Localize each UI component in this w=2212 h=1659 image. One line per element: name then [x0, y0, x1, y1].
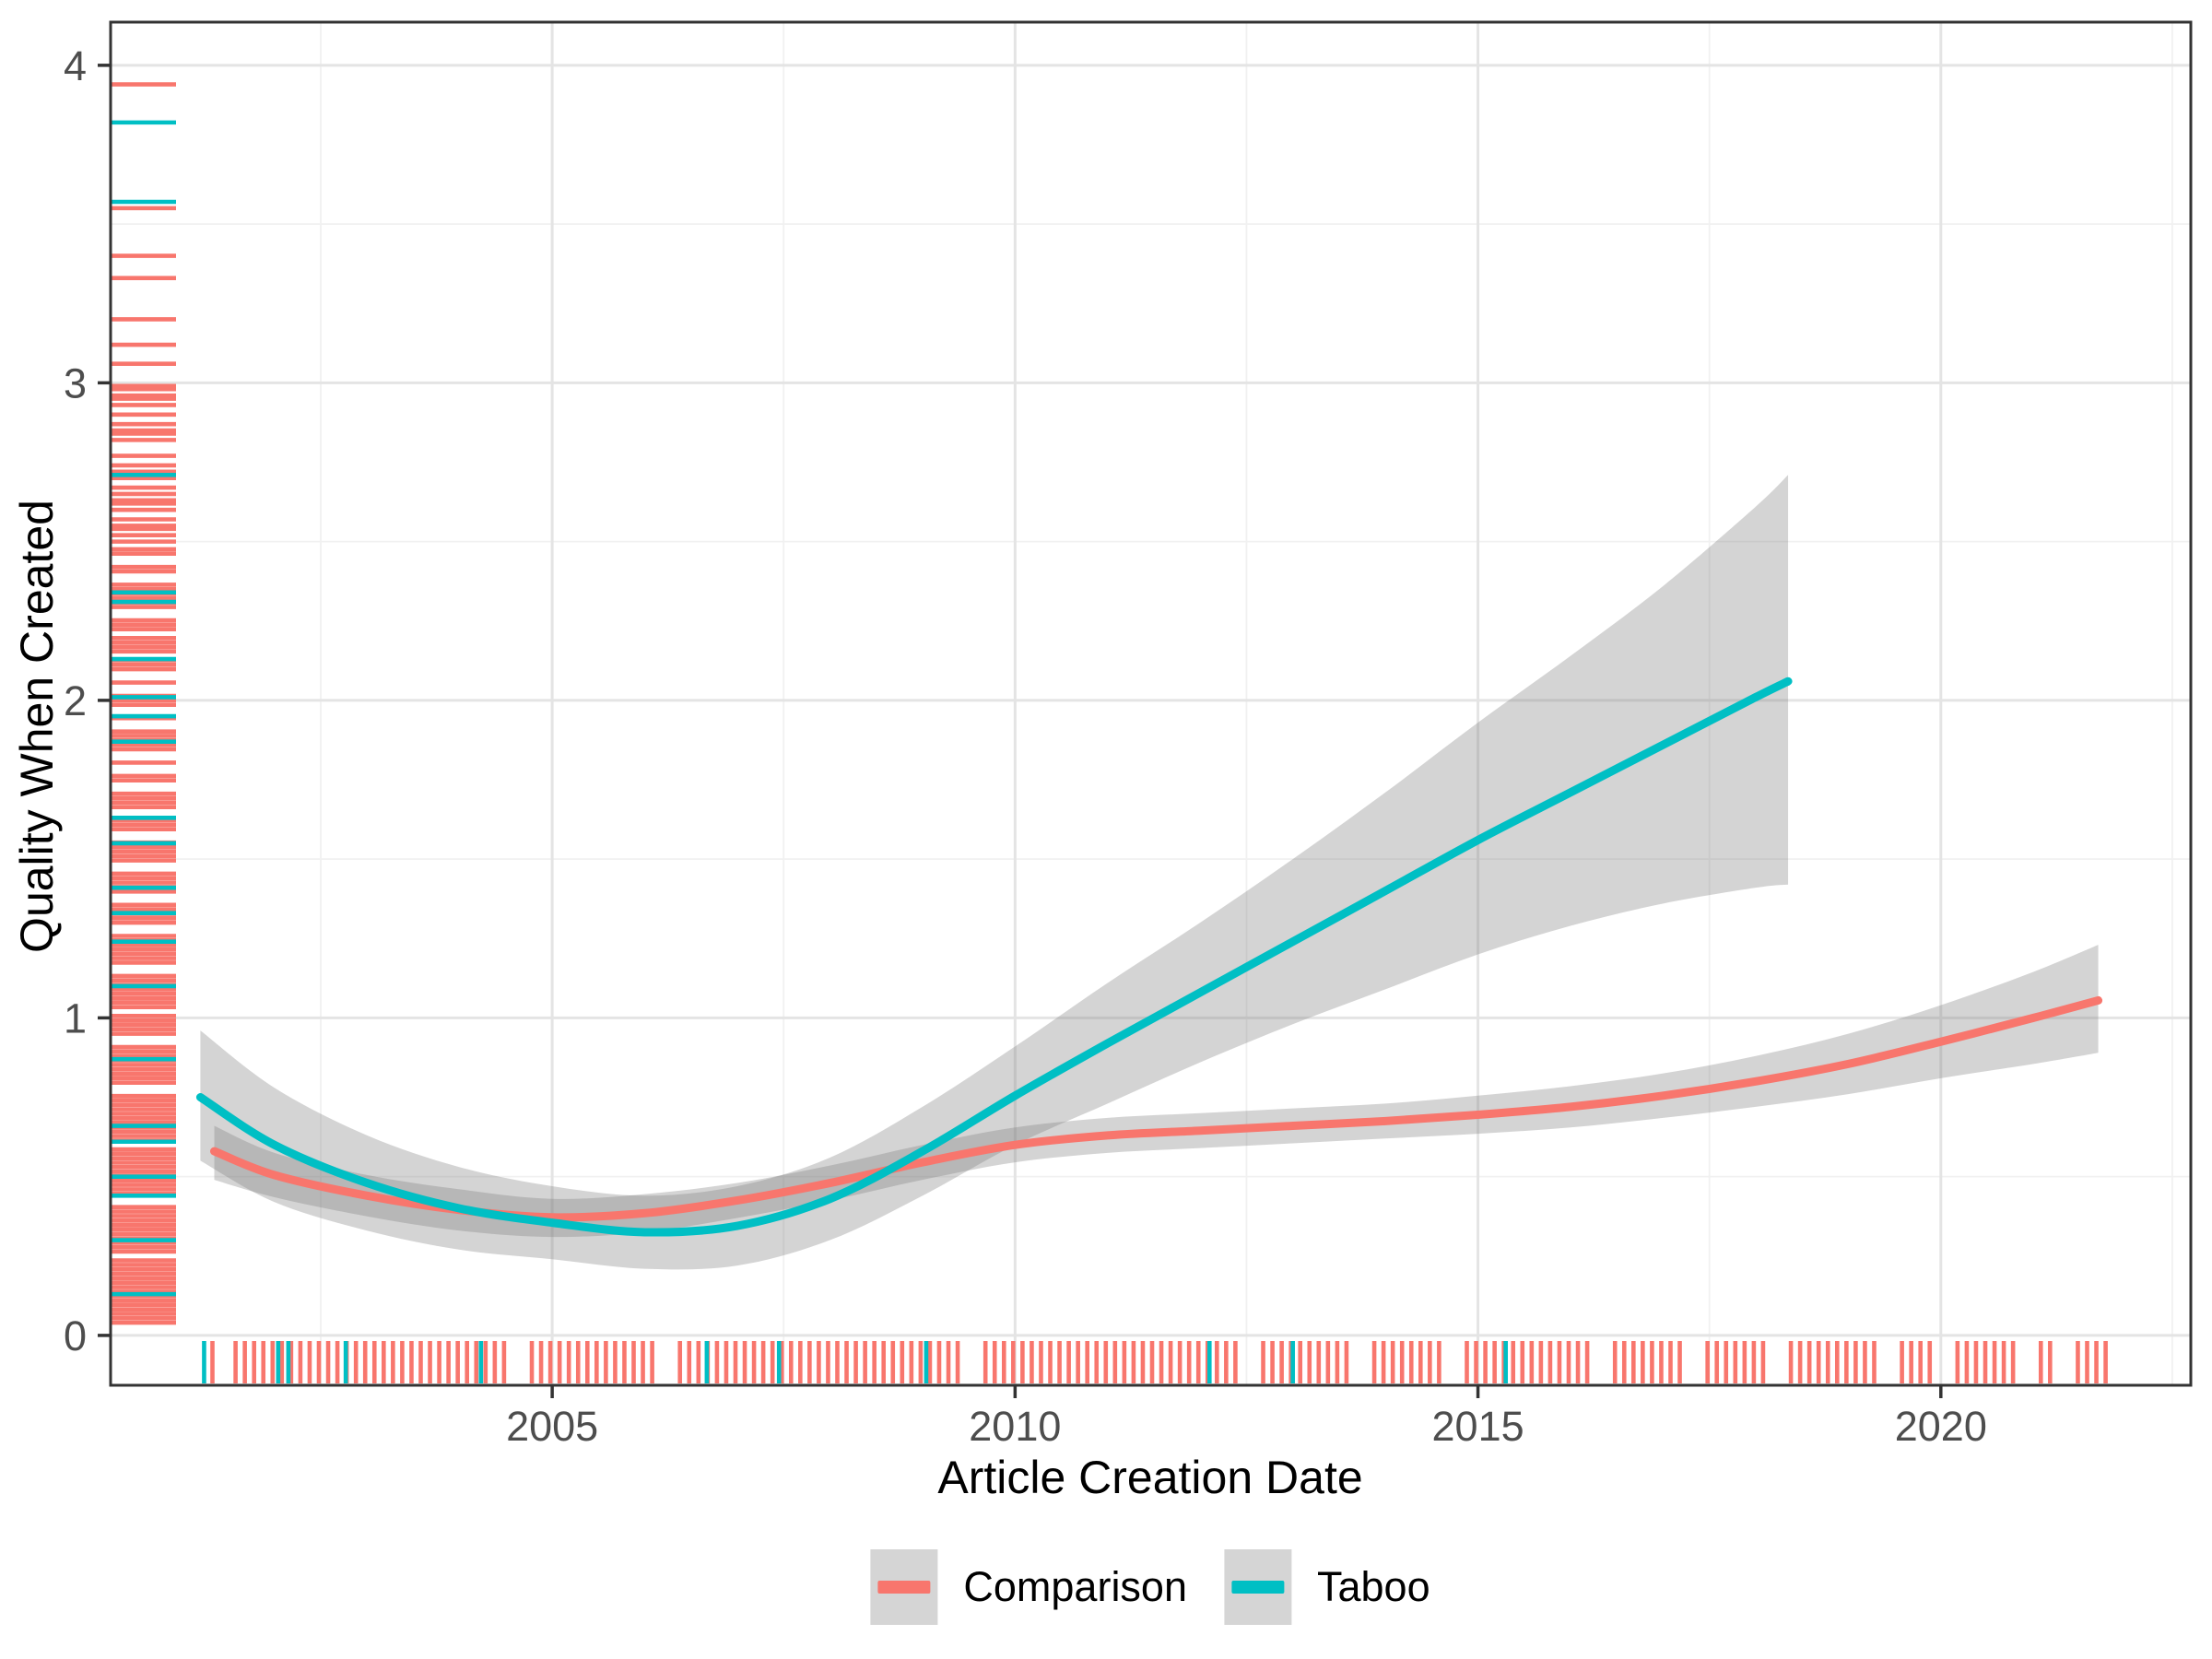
- y-tick-label: 0: [64, 1312, 87, 1359]
- y-tick-label: 1: [64, 994, 87, 1041]
- taboo-line-swatch-icon: [1231, 1581, 1284, 1594]
- panel-border: [109, 20, 2193, 1387]
- x-tick-label: 2015: [1432, 1403, 1524, 1450]
- y-tick-label: 4: [64, 42, 87, 89]
- x-tick-label: 2005: [506, 1403, 598, 1450]
- legend-label-taboo: Taboo: [1317, 1563, 1430, 1610]
- legend: Comparison Taboo: [870, 1549, 1430, 1625]
- plot-panel: [111, 22, 2191, 1385]
- y-tick-label: 3: [64, 359, 87, 406]
- comparison-line-swatch-icon: [877, 1581, 931, 1594]
- legend-key-taboo: [1224, 1549, 1291, 1625]
- x-tick-label: 2010: [969, 1403, 1061, 1450]
- x-tick-label: 2020: [1895, 1403, 1987, 1450]
- y-tick-label: 2: [64, 677, 87, 724]
- legend-key-comparison: [870, 1549, 938, 1625]
- legend-label-comparison: Comparison: [963, 1563, 1187, 1610]
- taboo-trend-line: [195, 677, 1793, 1237]
- y-axis-title: Quality When Created: [11, 500, 63, 953]
- legend-item-comparison: Comparison: [870, 1549, 1187, 1625]
- x-axis-title: Article Creation Date: [937, 1452, 1363, 1503]
- legend-item-taboo: Taboo: [1224, 1549, 1430, 1625]
